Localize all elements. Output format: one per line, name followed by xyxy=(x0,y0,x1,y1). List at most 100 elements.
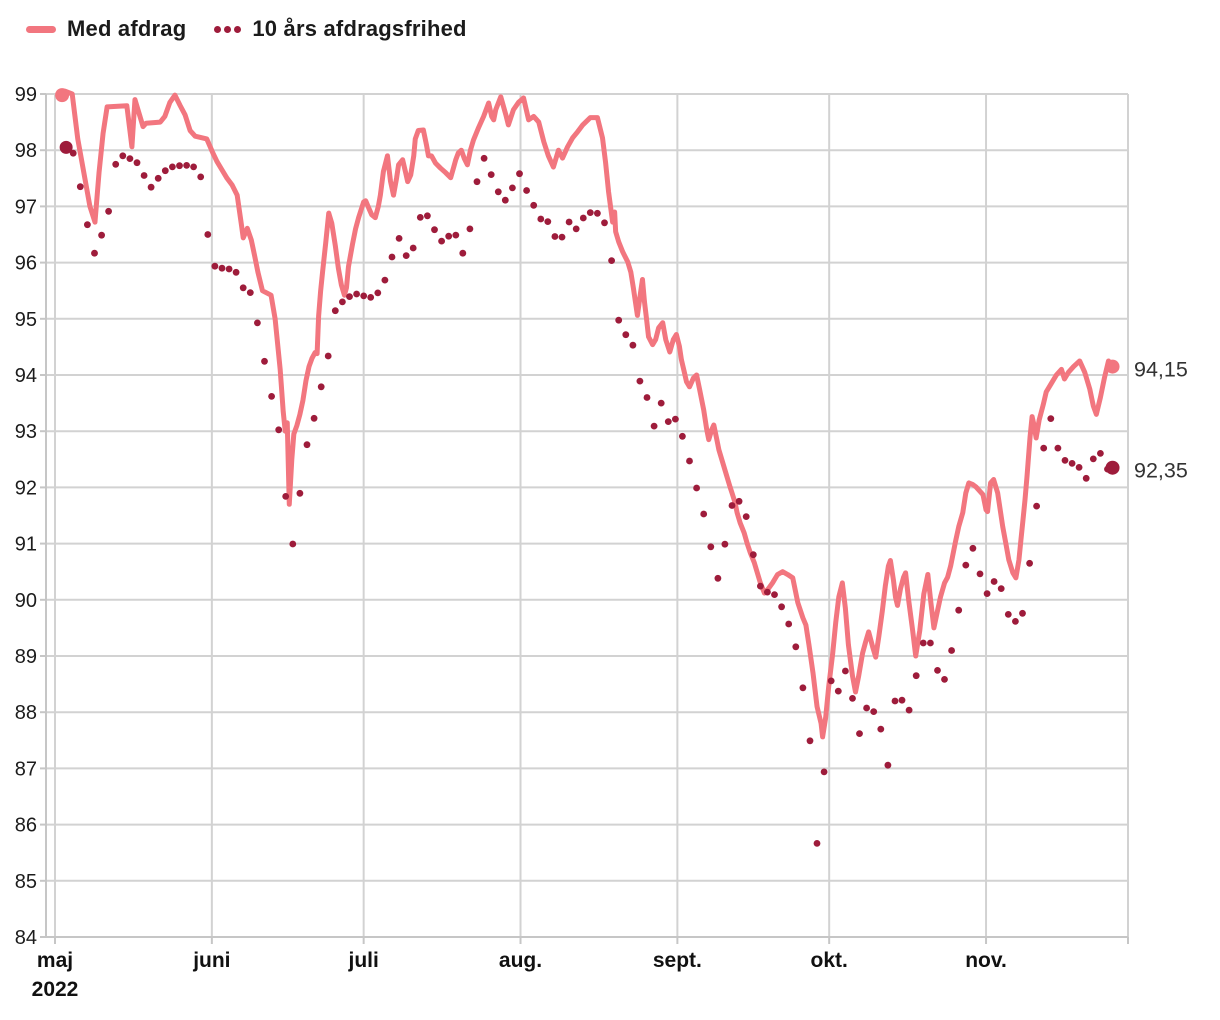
series-line-med-afdrag[interactable] xyxy=(59,88,1116,740)
data-point-dot xyxy=(161,167,169,175)
data-point-dot xyxy=(891,697,899,705)
data-point-dot xyxy=(778,603,785,611)
data-point-dot xyxy=(473,178,481,186)
legend-label-10-aars-afdragsfrihed: 10 års afdragsfrihed xyxy=(252,16,467,41)
data-point-dot xyxy=(254,319,261,327)
data-point-dot xyxy=(834,687,842,695)
data-point-dot xyxy=(650,422,658,430)
series-med-afdrag-end-marker xyxy=(1105,359,1120,374)
y-axis-label: 92 xyxy=(15,477,37,499)
data-point-dot xyxy=(672,415,679,423)
data-point-dot xyxy=(579,214,587,222)
legend-item-10-aars-afdragsfrihed[interactable]: 10 års afdragsfrihed xyxy=(214,16,466,42)
data-point-dot xyxy=(565,218,573,226)
data-point-dot xyxy=(381,276,389,284)
data-point-dot xyxy=(480,154,488,162)
y-axis-label: 90 xyxy=(15,590,37,612)
data-point-dot xyxy=(487,171,495,179)
series-10-aars-end-marker xyxy=(1105,460,1120,475)
data-point-dot xyxy=(735,497,743,505)
legend-item-med-afdrag[interactable]: Med afdrag xyxy=(26,16,186,42)
data-point-dot xyxy=(509,184,516,192)
data-point-dot xyxy=(948,647,955,654)
data-point-dot xyxy=(346,293,353,300)
data-point-dot xyxy=(183,162,191,169)
data-point-dot xyxy=(827,677,835,685)
x-axis-label: okt. xyxy=(811,949,848,972)
y-axis-label: 97 xyxy=(15,196,37,218)
data-point-dot xyxy=(501,196,509,204)
y-axis-label: 84 xyxy=(15,927,37,949)
data-point-dot xyxy=(693,484,700,492)
data-point-dot xyxy=(105,207,112,215)
data-point-dot xyxy=(530,201,538,209)
data-point-dot xyxy=(360,292,368,300)
end-label-10-aars-afdragsfrihed: 92,35 xyxy=(1134,459,1188,483)
data-point-dot xyxy=(424,212,431,220)
data-point-dot xyxy=(877,725,885,733)
data-point-dot xyxy=(742,513,750,520)
data-point-dot xyxy=(749,551,757,559)
data-point-dot xyxy=(169,163,176,171)
data-point-dot xyxy=(452,231,460,239)
data-point-dot xyxy=(806,737,814,745)
data-point-dot xyxy=(339,298,346,306)
y-axis-label: 99 xyxy=(15,84,37,106)
data-point-dot xyxy=(438,237,445,245)
data-point-dot xyxy=(884,761,892,769)
data-point-dot xyxy=(268,393,275,400)
data-point-dot xyxy=(976,570,984,578)
data-point-dot xyxy=(955,606,963,614)
data-point-dot xyxy=(799,684,807,692)
legend-label-med-afdrag: Med afdrag xyxy=(67,16,187,41)
data-point-dot xyxy=(190,163,198,171)
data-point-dot xyxy=(558,233,566,241)
data-point-dot xyxy=(133,159,141,167)
y-axis-label: 98 xyxy=(15,140,37,162)
data-point-dot xyxy=(594,209,601,217)
data-point-dot xyxy=(686,457,693,465)
data-point-dot xyxy=(395,235,403,242)
data-point-dot xyxy=(551,233,559,240)
data-point-dot xyxy=(1089,455,1097,463)
y-axis-label: 87 xyxy=(15,758,37,780)
data-point-dot xyxy=(1054,444,1062,452)
series-10-aars-start-marker xyxy=(59,140,73,154)
data-point-dot xyxy=(69,149,77,157)
data-point-dot xyxy=(997,585,1005,592)
data-point-dot xyxy=(98,231,105,239)
data-point-dot xyxy=(516,170,523,178)
data-point-dot xyxy=(990,578,998,585)
data-point-dot xyxy=(586,209,594,217)
data-point-dot xyxy=(856,730,863,737)
data-point-dot xyxy=(1033,502,1040,510)
data-point-dot xyxy=(842,667,849,675)
data-point-dot xyxy=(764,588,771,596)
data-point-dot xyxy=(622,331,630,339)
data-point-dot xyxy=(792,643,800,651)
y-axis-label: 93 xyxy=(15,421,37,443)
data-point-dot xyxy=(927,639,934,647)
data-point-dot xyxy=(324,352,332,360)
data-point-dot xyxy=(820,768,828,776)
y-axis-label: 95 xyxy=(15,309,37,331)
data-point-dot xyxy=(664,418,672,425)
data-point-dot xyxy=(849,695,856,702)
data-point-dot xyxy=(1061,457,1069,464)
data-point-dot xyxy=(466,225,474,233)
series-dots-10-aars-afdragsfrihed[interactable] xyxy=(62,144,1111,847)
data-point-dot xyxy=(431,226,438,234)
data-point-dot xyxy=(728,502,736,509)
data-point-dot xyxy=(232,268,240,276)
data-point-dot xyxy=(416,214,424,221)
data-point-dot xyxy=(870,708,878,715)
y-axis-label: 85 xyxy=(15,871,37,893)
data-point-dot xyxy=(459,249,467,257)
data-point-dot xyxy=(1068,460,1076,467)
data-point-dot xyxy=(204,231,212,238)
data-point-dot xyxy=(898,696,906,704)
data-point-dot xyxy=(275,426,283,434)
x-axis-label: juni xyxy=(192,949,230,972)
data-point-dot xyxy=(445,232,453,240)
